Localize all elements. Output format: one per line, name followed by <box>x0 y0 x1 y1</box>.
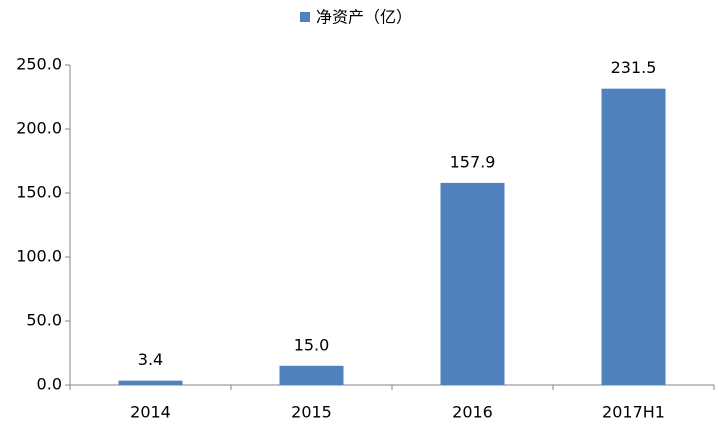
y-tick-label: 100.0 <box>16 247 62 266</box>
x-tick-label: 2016 <box>452 403 493 422</box>
data-label: 231.5 <box>611 58 657 77</box>
y-tick-label: 200.0 <box>16 119 62 138</box>
x-tick-label: 2015 <box>291 403 332 422</box>
y-tick-label: 50.0 <box>26 311 62 330</box>
data-label: 3.4 <box>138 350 163 369</box>
data-label: 15.0 <box>294 335 330 354</box>
data-label: 157.9 <box>450 152 496 171</box>
y-tick-label: 0.0 <box>37 375 62 394</box>
bar <box>440 182 505 385</box>
legend-label: 净资产（亿） <box>316 8 412 27</box>
bar <box>279 365 344 385</box>
y-tick-label: 250.0 <box>16 55 62 74</box>
bar <box>601 88 666 386</box>
legend-swatch <box>300 12 310 22</box>
x-tick-label: 2014 <box>130 403 171 422</box>
bar <box>118 380 183 385</box>
x-tick-label: 2017H1 <box>602 403 665 422</box>
y-tick-label: 150.0 <box>16 183 62 202</box>
